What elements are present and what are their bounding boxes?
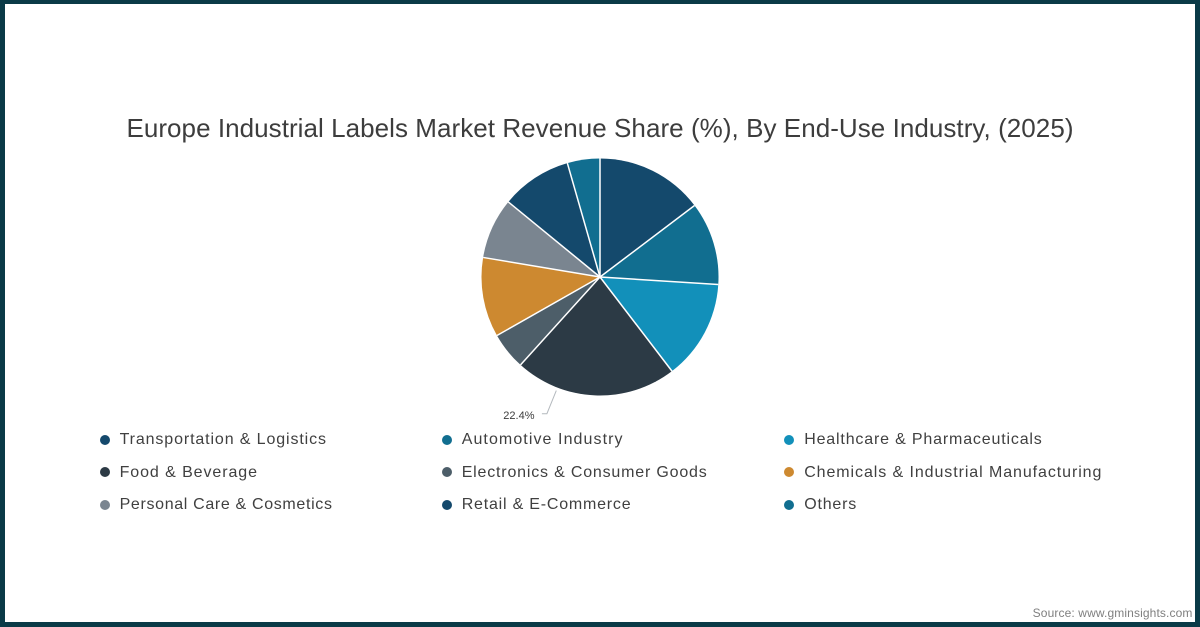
- svg-text:22.4%: 22.4%: [503, 410, 534, 422]
